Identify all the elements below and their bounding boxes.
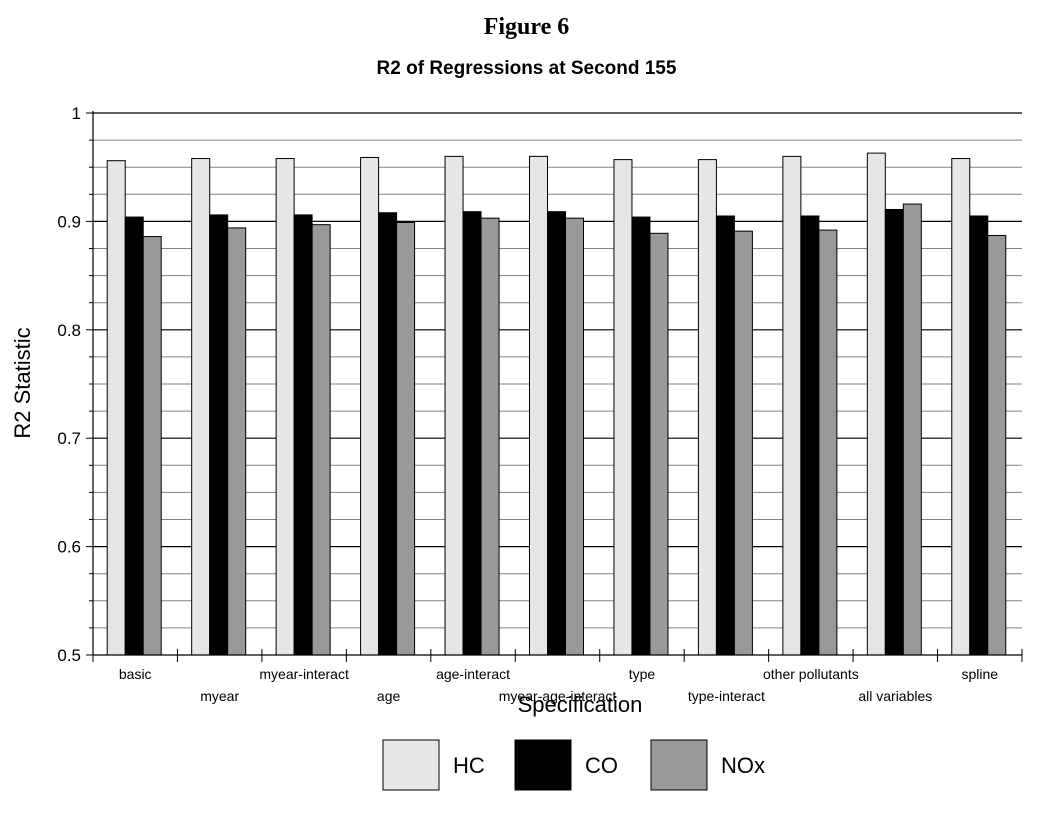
bar-layer [106,152,1007,656]
x-category-label: basic [119,666,152,682]
bar-hc-other-pollutants [782,155,802,656]
legend: HC CO NOx [382,739,765,791]
bar-nox-type-interact [733,230,753,656]
bar-nox-other-pollutants [818,229,838,656]
legend-label-co: CO [585,753,618,778]
x-category-label: spline [961,666,998,682]
x-category-label: myear-interact [259,666,349,682]
bar-hc-myear-interact [275,158,295,656]
bar-co-myear-age-interact [547,211,566,656]
bar-hc-basic [106,160,126,656]
bar-nox-myear [227,227,247,656]
bar-nox-type [649,232,669,656]
bar-co-myear-interact [293,214,313,656]
legend-label-hc: HC [453,753,485,778]
y-tick-label: 0.9 [57,212,81,231]
x-category-label: myear [200,688,239,704]
label-layer: 0.5 0.6 0.7 0.8 0.9 1 basic myear myear-interact… [57,104,998,704]
bar-hc-myear-age-interact [529,155,548,656]
figure-label: Figure 6 [483,14,570,40]
bar-co-all-variables [884,208,904,656]
bar-co-myear [209,214,229,656]
legend-label-nox: NOx [721,753,765,778]
y-tick-label: 0.6 [57,538,81,557]
x-axis-title: Specification [518,692,643,717]
bar-nox-age [396,221,416,656]
y-tick-label: 0.7 [57,429,81,448]
bar-hc-spline [951,158,971,656]
bar-co-other-pollutants [800,215,820,656]
y-tick-label: 1 [72,104,81,123]
bar-hc-type-interact [697,159,717,656]
bar-hc-age [360,156,380,656]
y-tick-label: 0.8 [57,321,81,340]
bar-hc-age-interact [444,155,464,656]
legend-swatch-nox [650,739,708,791]
bar-nox-myear-age-interact [565,217,584,656]
chart-title: R2 of Regressions at Second 155 [376,58,677,79]
bar-co-basic [124,216,144,656]
bar-co-age [378,212,398,656]
bar-co-age-interact [462,211,482,656]
bar-nox-myear-interact [311,224,331,656]
bar-co-spline [969,215,989,656]
bar-co-type [631,216,651,656]
y-axis-title: R2 Statistic [10,327,35,438]
x-category-label: myear-age-interact [499,688,617,704]
legend-swatch-hc [382,739,440,791]
bar-nox-spline [987,234,1007,656]
bar-hc-all-variables [866,152,886,656]
bar-nox-basic [142,236,162,656]
bar-hc-myear [191,158,211,656]
x-category-label: age-interact [436,666,510,682]
x-category-label: all variables [858,688,932,704]
x-category-label: age [377,688,401,704]
axis-layer [86,111,1023,662]
bar-nox-all-variables [902,203,922,656]
x-category-label: other pollutants [763,666,859,682]
legend-swatch-co [514,739,572,791]
bar-nox-age-interact [480,217,500,656]
x-category-label: type [629,666,656,682]
x-category-label: type-interact [688,688,765,704]
bar-hc-type [613,159,633,656]
bar-co-type-interact [715,215,735,656]
y-tick-label: 0.5 [57,646,81,665]
